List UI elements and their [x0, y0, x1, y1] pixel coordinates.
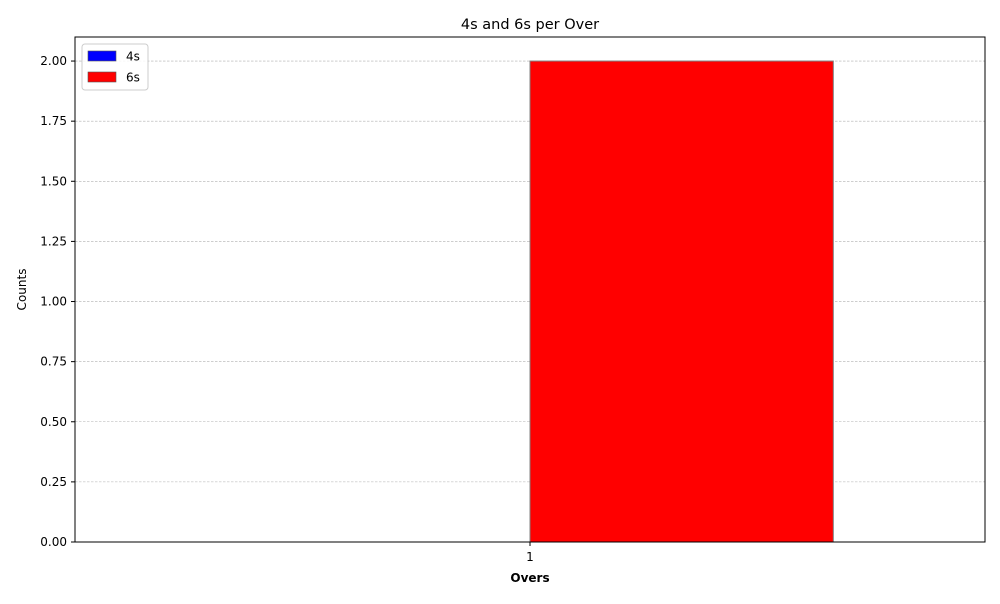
legend-entry-6s: 6s	[87, 71, 140, 85]
y-tick-label: 1.00	[40, 295, 67, 309]
y-tick-label: 1.75	[40, 114, 67, 128]
chart-title: 4s and 6s per Over	[461, 17, 599, 33]
legend-swatch-4s	[87, 50, 117, 62]
legend-label-6s: 6s	[126, 71, 140, 85]
y-tick-label: 0.50	[40, 415, 67, 429]
y-tick-label: 1.25	[40, 234, 67, 248]
y-tick-label: 1.50	[40, 174, 67, 188]
legend-entry-4s: 4s	[87, 50, 140, 64]
x-tick-label: 1	[526, 550, 534, 564]
bars	[529, 60, 834, 543]
y-tick-label: 0.00	[40, 535, 67, 549]
legend-swatch-6s	[87, 71, 117, 83]
bar-6s	[529, 60, 834, 543]
y-tick-label: 0.25	[40, 475, 67, 489]
y-axis-ticks: 0.00 0.25 0.50 0.75 1.00 1.25 1.50 1.75 2.00	[40, 54, 75, 549]
y-tick-label: 0.75	[40, 355, 67, 369]
x-axis-label: Overs	[510, 571, 549, 585]
y-tick-label: 2.00	[40, 54, 67, 68]
legend: 4s 6s	[81, 43, 149, 91]
x-axis-ticks: 1	[526, 542, 534, 564]
legend-label-4s: 4s	[126, 50, 140, 64]
y-axis-label: Counts	[15, 269, 29, 311]
